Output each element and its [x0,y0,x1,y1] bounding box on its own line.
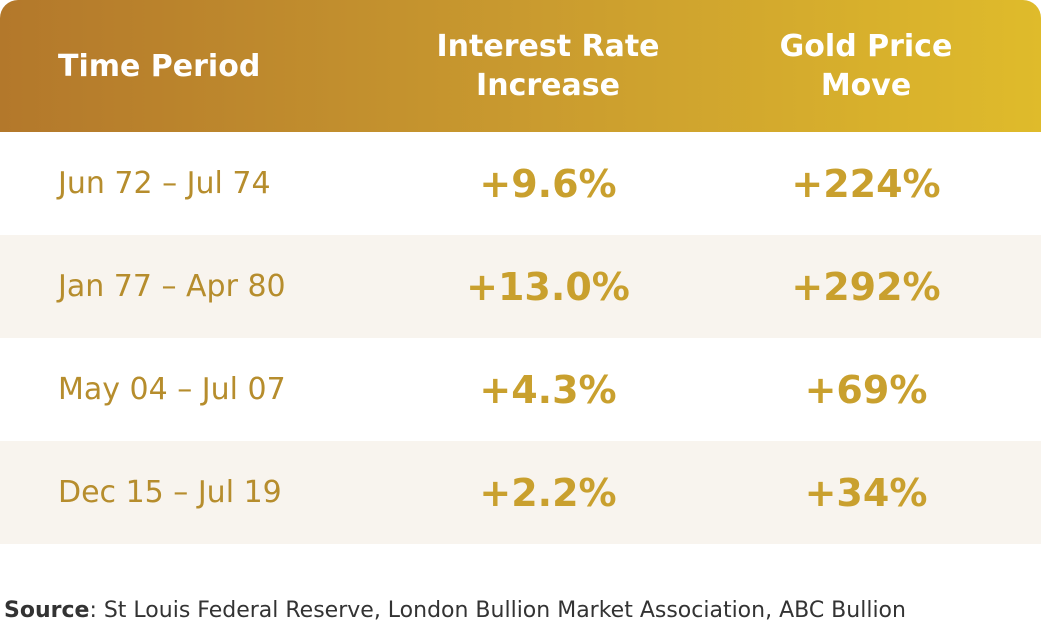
header-text: Time Period [58,48,261,84]
table-body: Jun 72 – Jul 74 +9.6% +224% Jan 77 – Apr 80… [0,132,1041,544]
source-text: : St Louis Federal Reserve, London Bulli… [89,598,906,623]
table-cell: Jun 72 – Jul 74 [58,166,271,201]
table-cell: +34% [804,470,928,515]
source-note: Source: St Louis Federal Reserve, London… [4,598,906,623]
source-label: Source [4,598,90,623]
header-cell: Gold Price Move [756,0,976,132]
table-row: May 04 – Jul 07 +4.3% +69% [0,338,1041,441]
table-row: Dec 15 – Jul 19 +2.2% +34% [0,441,1041,544]
table-cell: +13.0% [466,264,630,309]
table-cell: +224% [791,161,941,206]
table: Time Period Interest Rate Increase Gold … [0,0,1041,544]
table-header: Time Period Interest Rate Increase Gold … [0,0,1041,132]
header-text: Interest Rate Increase [436,29,660,103]
header-cell: Time Period [58,0,260,132]
table-cell: +4.3% [479,367,617,412]
table-cell: +69% [804,367,928,412]
table-cell: Dec 15 – Jul 19 [58,475,282,510]
table-row: Jan 77 – Apr 80 +13.0% +292% [0,235,1041,338]
table-cell: +2.2% [479,470,617,515]
table-row: Jun 72 – Jul 74 +9.6% +224% [0,132,1041,235]
table-cell: Jan 77 – Apr 80 [58,269,286,304]
table-cell: +292% [791,264,941,309]
table-cell: +9.6% [479,161,617,206]
table-cell: May 04 – Jul 07 [58,372,286,407]
header-cell: Interest Rate Increase [428,0,668,132]
header-text: Gold Price Move [779,29,953,103]
